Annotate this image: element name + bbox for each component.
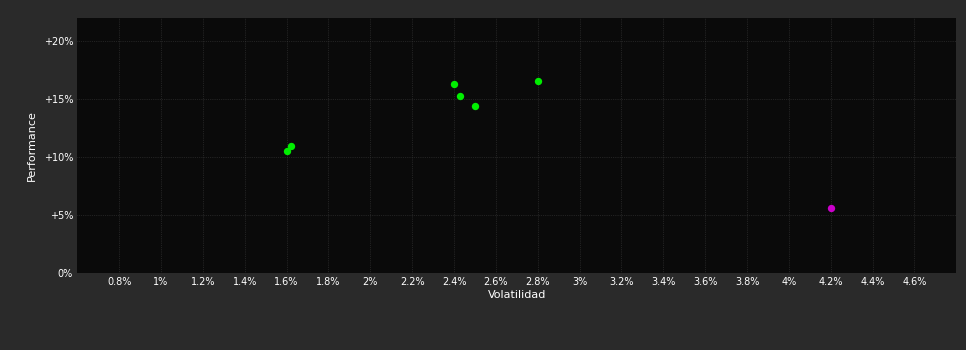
X-axis label: Volatilidad: Volatilidad — [488, 290, 546, 300]
Point — [279, 148, 295, 154]
Point — [530, 79, 546, 84]
Point — [453, 94, 469, 99]
Point — [468, 103, 483, 108]
Point — [446, 81, 462, 86]
Y-axis label: Performance: Performance — [27, 110, 37, 181]
Point — [283, 144, 298, 149]
Point — [823, 205, 838, 211]
